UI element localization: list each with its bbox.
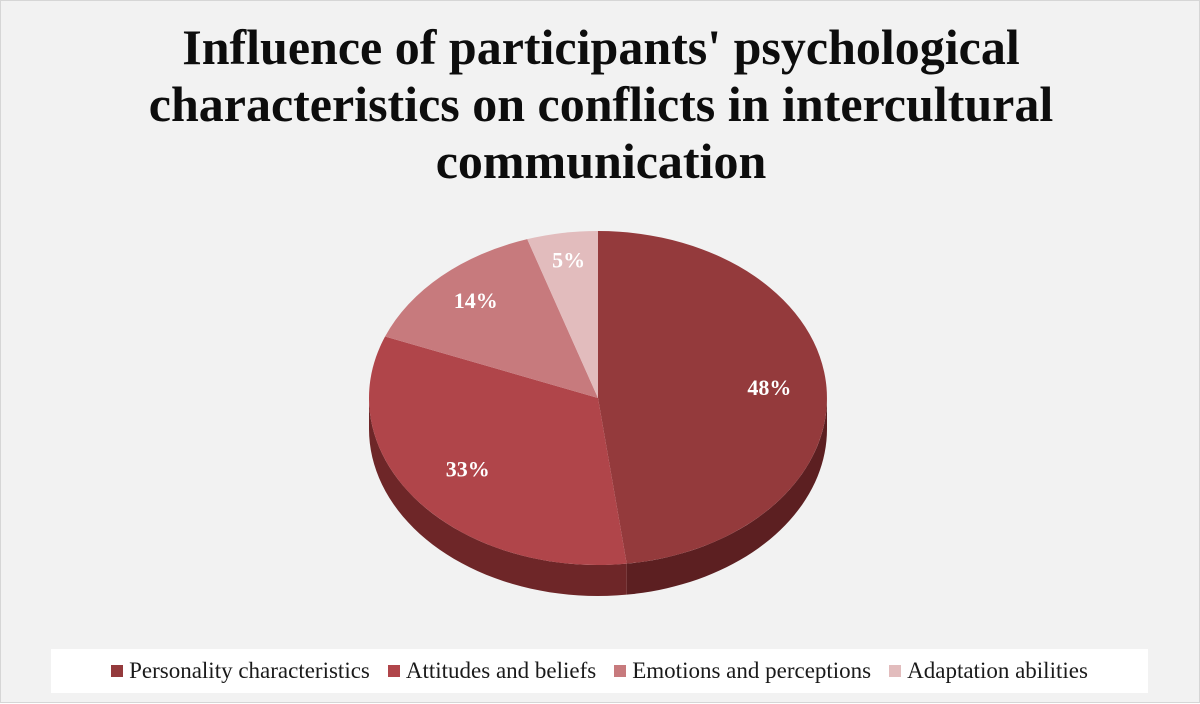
chart-title-line-1: Influence of participants' psychological [182,19,1020,75]
legend-swatch-personality [111,665,124,677]
legend-label-emotions: Emotions and perceptions [632,658,872,683]
data-label-emotions: 14% [454,288,498,313]
legend-label-personality: Personality characteristics [129,658,370,683]
data-label-attitudes: 33% [446,457,490,482]
legend-item-personality: Personality characteristics [111,658,370,684]
chart-legend: Personality characteristics Attitudes an… [51,649,1148,693]
pie-side-personality [626,398,827,595]
chart-title-line-2: characteristics on conflicts in intercul… [148,76,1054,132]
pie-slice-emotions [385,239,598,398]
data-label-personality: 48% [747,375,791,400]
legend-item-emotions: Emotions and perceptions [614,658,871,684]
pie-slice-adaptation [527,231,598,398]
pie-slice-personality [598,231,827,564]
data-label-adaptation: 5% [552,248,585,273]
chart-title-line-3: communication [435,133,767,189]
legend-swatch-adaptation [889,665,902,677]
legend-item-adaptation: Adaptation abilities [889,658,1088,684]
legend-item-attitudes: Attitudes and beliefs [387,658,597,684]
legend-swatch-attitudes [387,665,400,677]
chart-title: Influence of participants' psychological… [1,19,1200,190]
pie-side-attitudes [369,398,627,596]
legend-swatch-emotions [614,665,627,677]
pie-slice-attitudes [368,336,627,565]
legend-label-adaptation: Adaptation abilities [907,658,1088,683]
legend-label-attitudes: Attitudes and beliefs [405,658,597,683]
